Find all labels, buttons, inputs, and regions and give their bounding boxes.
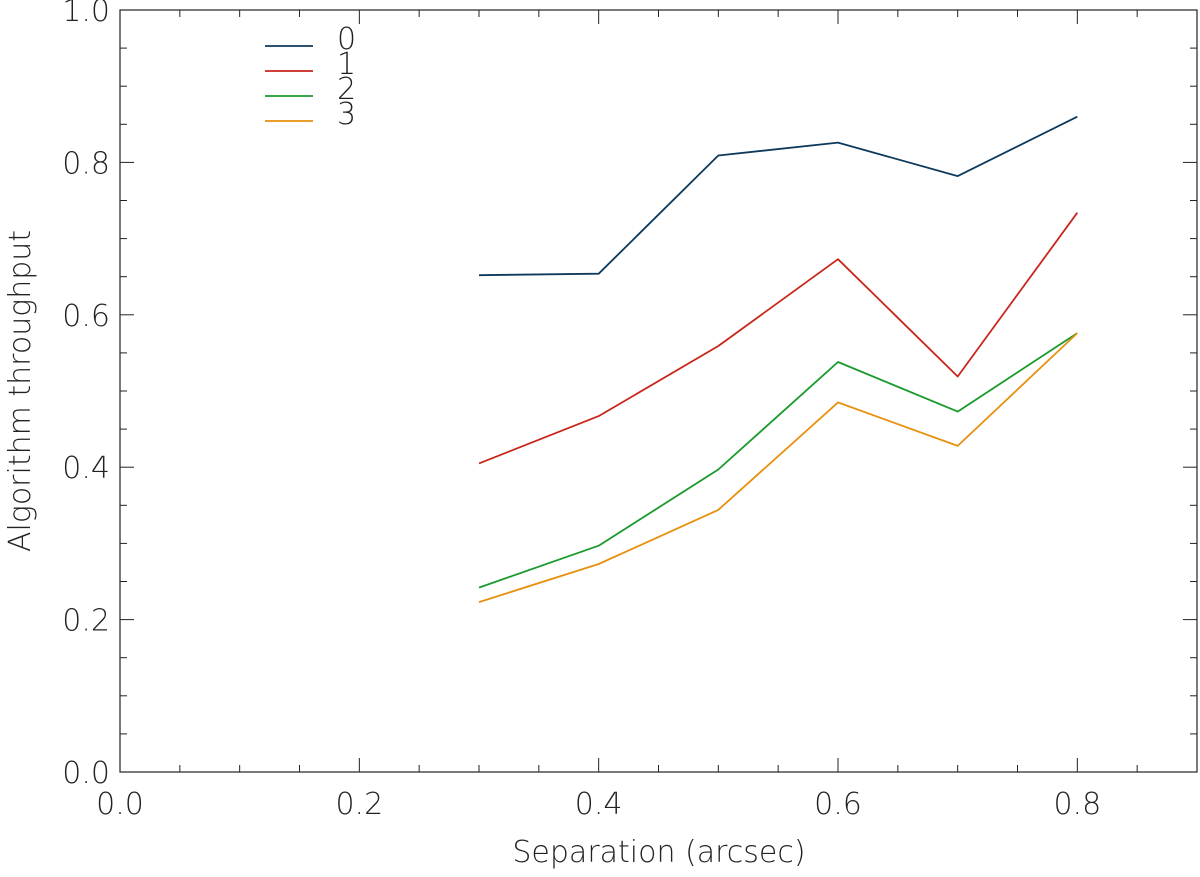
y-tick-label: 0.2 [62, 604, 110, 639]
x-tick-label: 0.0 [96, 787, 144, 822]
y-tick-label: 0.6 [62, 299, 110, 334]
y-tick-label: 0.8 [62, 146, 110, 181]
series-lines [478, 115, 1079, 603]
legend-label-3: 3 [337, 97, 356, 132]
legend-label-1: 1 [337, 47, 356, 82]
x-tick-label: 0.2 [335, 787, 383, 822]
legend-label-2: 2 [337, 72, 356, 107]
series-line-0 [478, 115, 1078, 277]
y-tick-label: 0.0 [62, 756, 110, 791]
y-tick-label: 1.0 [62, 0, 110, 29]
legend-label-0: 0 [337, 22, 356, 57]
series-line-3 [478, 332, 1078, 603]
y-tick-label: 0.4 [62, 451, 110, 486]
x-tick-label: 0.4 [575, 787, 623, 822]
x-axis-label: Separation (arcsec) [512, 835, 805, 870]
series-line-1 [478, 212, 1079, 465]
x-tick-label: 0.8 [1053, 787, 1101, 822]
y-axis-label: Algorithm throughput [3, 230, 38, 552]
x-tick-label: 0.6 [814, 787, 862, 822]
series-line-2 [478, 332, 1078, 589]
tick-labels: 0.0 0.2 0.4 0.6 0.8 0.0 0.2 0.4 0.6 0.8 1.0 [62, 0, 1101, 822]
plot-frame [119, 9, 1198, 773]
axis-ticks [119, 9, 1198, 773]
